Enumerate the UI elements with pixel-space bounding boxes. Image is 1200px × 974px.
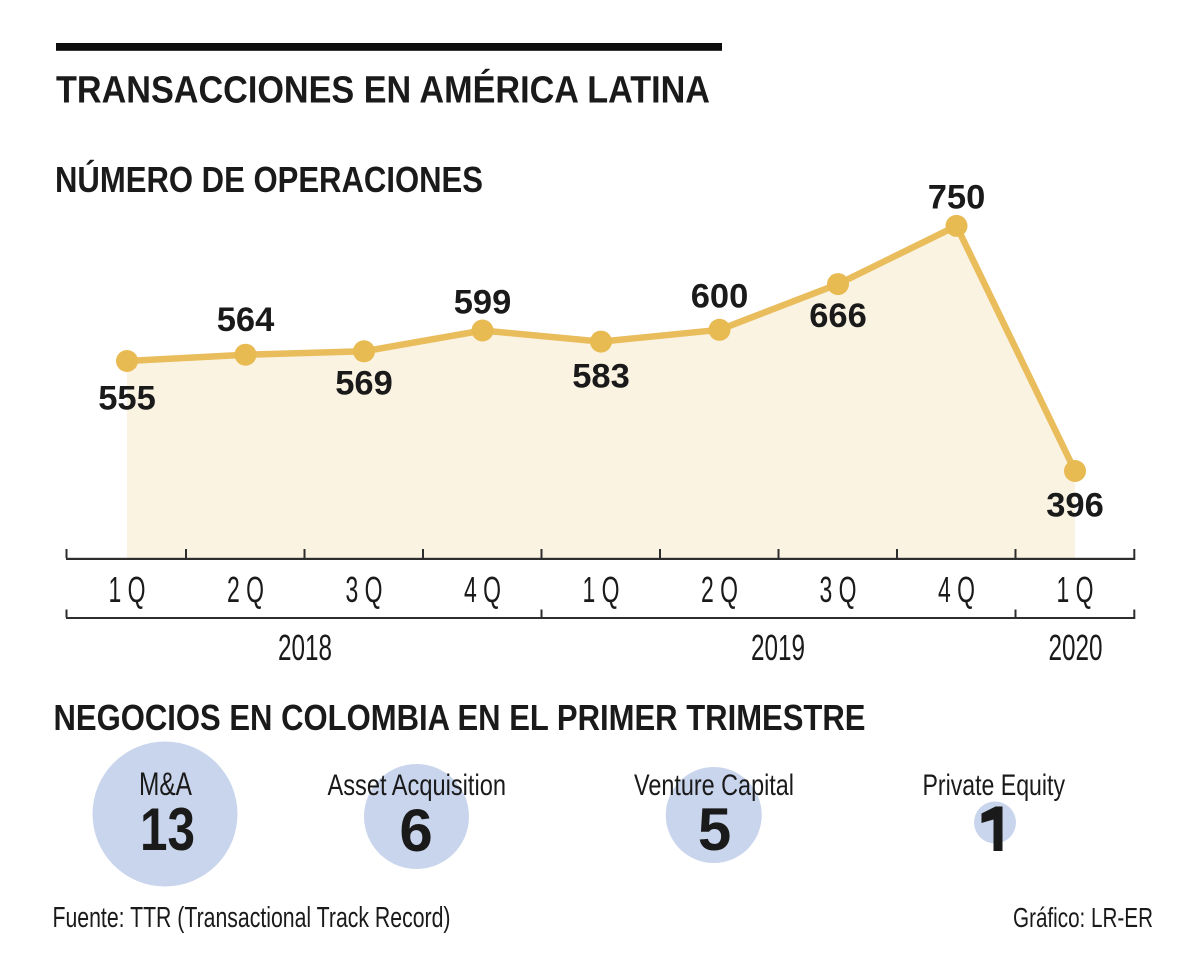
svg-text:4 Q: 4 Q [938,569,975,610]
svg-text:3 Q: 3 Q [346,569,383,610]
svg-text:5: 5 [698,796,731,863]
svg-text:2019: 2019 [751,627,805,668]
svg-text:1 Q: 1 Q [1057,569,1094,610]
svg-text:2020: 2020 [1049,627,1103,668]
svg-text:555: 555 [98,380,156,418]
svg-text:666: 666 [809,297,867,335]
svg-text:NEGOCIOS EN COLOMBIA EN EL PRI: NEGOCIOS EN COLOMBIA EN EL PRIMER TRIMES… [54,697,866,738]
svg-text:750: 750 [928,179,986,217]
svg-text:Venture Capital: Venture Capital [634,769,794,802]
svg-text:Private Equity: Private Equity [923,769,1066,802]
svg-text:13: 13 [140,796,195,863]
svg-text:Fuente: TTR (Transactional Tra: Fuente: TTR (Transactional Track Record) [53,902,451,934]
svg-text:Gráfico: LR-ER: Gráfico: LR-ER [1013,902,1153,933]
svg-text:Asset Acquisition: Asset Acquisition [328,769,507,802]
svg-text:564: 564 [217,301,275,339]
svg-text:599: 599 [454,283,512,321]
svg-text:TRANSACCIONES EN AMÉRICA LATIN: TRANSACCIONES EN AMÉRICA LATINA [56,68,710,112]
svg-text:1 Q: 1 Q [109,569,146,610]
svg-text:600: 600 [691,278,749,316]
svg-text:6: 6 [399,797,432,864]
svg-text:569: 569 [335,365,393,403]
svg-text:M&A: M&A [139,766,193,802]
svg-text:4 Q: 4 Q [464,569,501,610]
svg-text:2018: 2018 [278,627,332,668]
svg-text:3 Q: 3 Q [820,569,857,610]
svg-text:NÚMERO DE OPERACIONES: NÚMERO DE OPERACIONES [55,158,483,200]
svg-text:396: 396 [1046,487,1104,525]
svg-text:1 Q: 1 Q [583,569,620,610]
svg-text:583: 583 [572,358,630,396]
svg-text:2 Q: 2 Q [227,569,264,610]
svg-text:2 Q: 2 Q [701,569,738,610]
